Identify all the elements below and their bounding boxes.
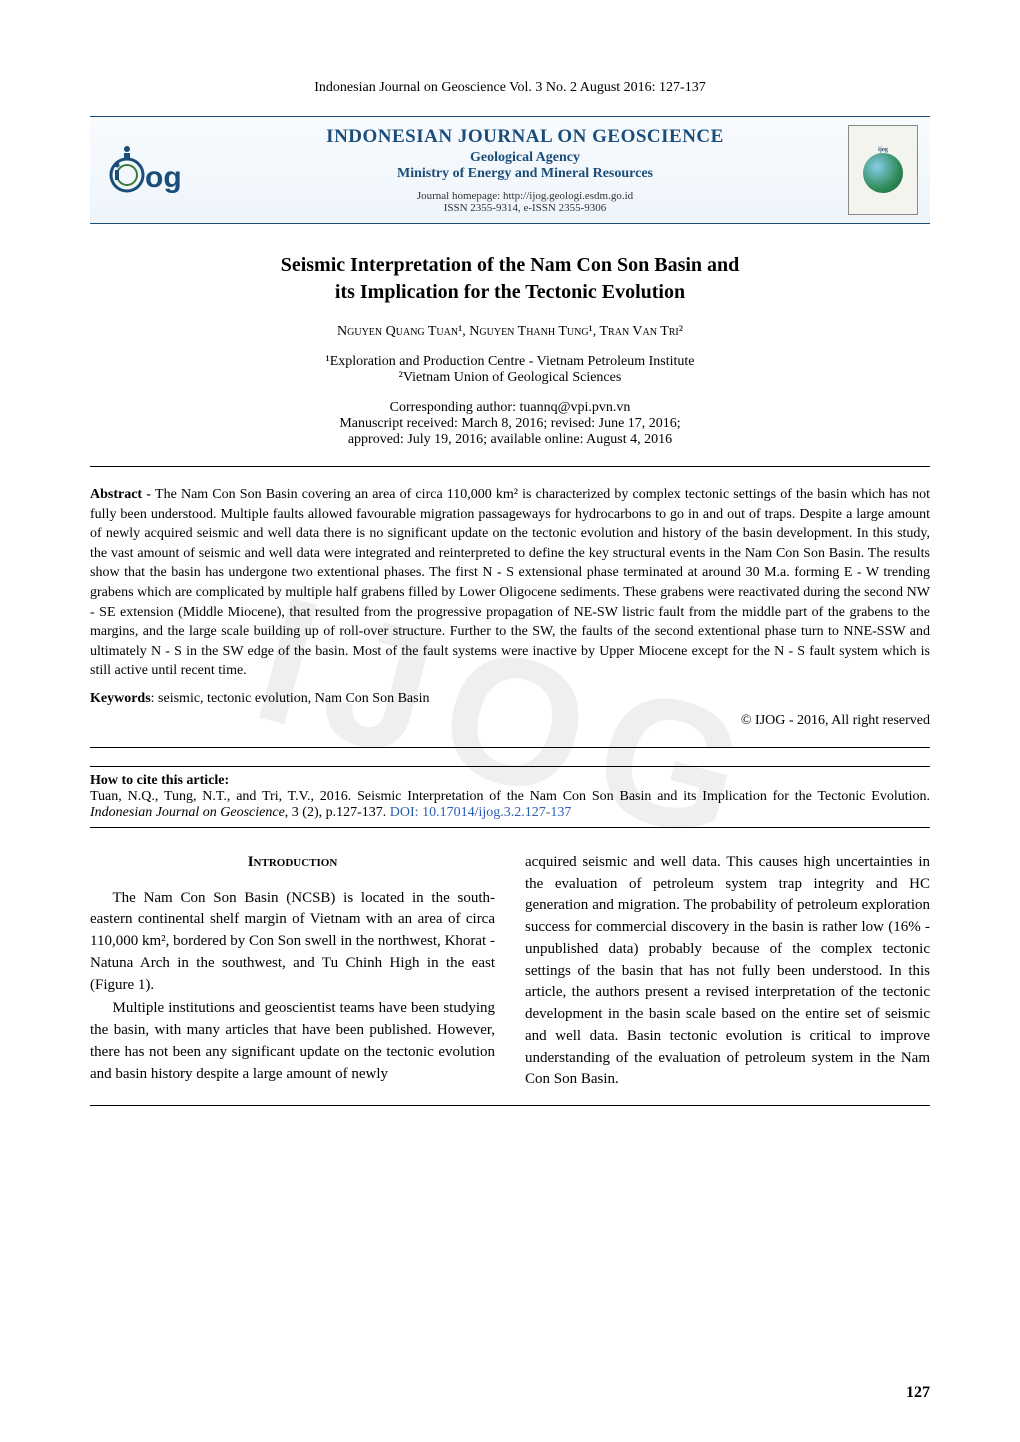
cite-journal-italic: Indonesian Journal on Geoscience bbox=[90, 805, 285, 820]
copyright-text: © IJOG - 2016, All right reserved bbox=[90, 713, 930, 729]
journal-title: INDONESIAN JOURNAL ON GEOSCIENCE bbox=[218, 126, 832, 148]
abstract-block: Abstract - The Nam Con Son Basin coverin… bbox=[90, 485, 930, 681]
cover-thumbnail: ijog bbox=[848, 125, 918, 215]
corresponding-author: Corresponding author: tuannq@vpi.pvn.vn bbox=[90, 400, 930, 416]
intro-para-1: The Nam Con Son Basin (NCSB) is located … bbox=[90, 888, 495, 997]
cite-text-before: Tuan, N.Q., Tung, N.T., and Tri, T.V., 2… bbox=[90, 789, 930, 804]
header-center: INDONESIAN JOURNAL ON GEOSCIENCE Geologi… bbox=[218, 126, 832, 214]
abstract-label: Abstract - bbox=[90, 487, 155, 502]
journal-logo: og bbox=[102, 130, 202, 210]
page-number: 127 bbox=[906, 1384, 930, 1402]
agency-name: Geological Agency bbox=[218, 150, 832, 166]
keywords-text: : seismic, tectonic evolution, Nam Con S… bbox=[151, 691, 430, 706]
ijog-logo-icon: og bbox=[107, 135, 197, 205]
doi-link[interactable]: DOI: 10.17014/ijog.3.2.127-137 bbox=[390, 805, 572, 820]
cite-label: How to cite this article: bbox=[90, 773, 229, 788]
ministry-name: Ministry of Energy and Mineral Resources bbox=[218, 166, 832, 182]
keywords-label: Keywords bbox=[90, 691, 151, 706]
journal-homepage: Journal homepage: http://ijog.geologi.es… bbox=[218, 190, 832, 202]
affiliation-2: ²Vietnam Union of Geological Sciences bbox=[90, 370, 930, 386]
manuscript-dates-2: approved: July 19, 2016; available onlin… bbox=[90, 432, 930, 448]
journal-header: og INDONESIAN JOURNAL ON GEOSCIENCE Geol… bbox=[90, 116, 930, 224]
journal-reference: Indonesian Journal on Geoscience Vol. 3 … bbox=[90, 80, 930, 96]
intro-para-2: Multiple institutions and geoscientist t… bbox=[90, 998, 495, 1085]
issn-text: ISSN 2355-9314, e-ISSN 2355-9306 bbox=[218, 202, 832, 214]
globe-icon bbox=[863, 153, 903, 193]
abstract-text: The Nam Con Son Basin covering an area o… bbox=[90, 487, 930, 678]
svg-text:og: og bbox=[145, 161, 182, 194]
section-heading-introduction: Introduction bbox=[90, 852, 495, 874]
keywords-block: Keywords: seismic, tectonic evolution, N… bbox=[90, 691, 930, 707]
left-column: Introduction The Nam Con Son Basin (NCSB… bbox=[90, 852, 495, 1093]
citation-box: How to cite this article: Tuan, N.Q., Tu… bbox=[90, 766, 930, 828]
intro-para-3: acquired seismic and well data. This cau… bbox=[525, 852, 930, 1091]
end-rule bbox=[90, 1105, 930, 1106]
article-title-line1: Seismic Interpretation of the Nam Con So… bbox=[90, 254, 930, 277]
manuscript-dates-1: Manuscript received: March 8, 2016; revi… bbox=[90, 416, 930, 432]
body-columns: Introduction The Nam Con Son Basin (NCSB… bbox=[90, 852, 930, 1093]
divider-top bbox=[90, 466, 930, 467]
affiliation-1: ¹Exploration and Production Centre - Vie… bbox=[90, 354, 930, 370]
article-title-line2: its Implication for the Tectonic Evoluti… bbox=[90, 281, 930, 304]
authors: Nguyen Quang Tuan¹, Nguyen Thanh Tung¹, … bbox=[90, 324, 930, 340]
right-column: acquired seismic and well data. This cau… bbox=[525, 852, 930, 1093]
divider-mid bbox=[90, 747, 930, 748]
cite-text-after: , 3 (2), p.127-137. bbox=[285, 805, 390, 820]
